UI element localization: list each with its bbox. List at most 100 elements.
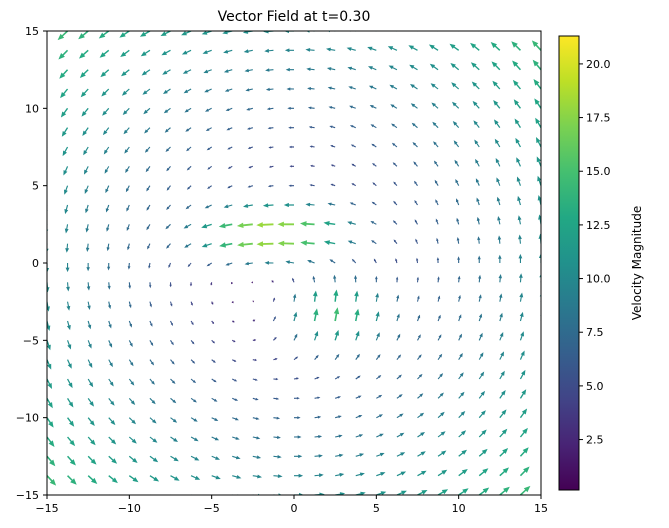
vector-arrow [86,263,90,272]
vector-arrow [538,214,541,225]
vector-arrow [252,474,262,479]
vector-arrow [498,254,502,263]
vector-arrow [186,146,192,152]
vector-arrow [294,473,304,478]
vector-arrow [81,107,89,117]
vector-arrow [203,69,212,74]
vector-arrow [273,474,283,478]
vector-arrow [47,378,52,389]
vector-arrow [335,472,345,477]
vector-arrow [432,121,439,129]
vector-arrow [183,88,192,94]
vector-arrow [512,60,521,71]
vector-arrow [349,105,356,109]
vector-arrow [335,453,344,458]
vector-arrow [537,175,541,186]
vector-arrow [475,158,480,167]
vector-arrow [333,307,340,322]
colorbar-gradient [559,36,579,490]
vector-arrow [128,475,139,483]
vector-arrow [452,121,460,128]
vector-arrow [396,354,402,360]
vector-arrow [67,378,73,389]
x-tick-label: −15 [35,502,58,515]
vector-arrow [437,353,443,360]
vector-arrow [119,31,130,38]
vector-arrow [108,398,115,406]
vector-arrow [391,123,398,129]
vector-arrow [335,415,342,419]
vector-arrow [273,337,277,341]
vector-arrow [305,202,315,207]
vector-arrow [292,277,295,283]
vector-arrow [108,359,113,368]
vector-arrow [323,240,336,245]
vector-arrow [437,295,441,302]
vector-arrow [87,340,92,349]
vector-arrow [285,67,294,72]
vector-arrow [478,390,486,399]
vector-arrow [100,69,110,78]
y-tick-label: −5 [23,334,39,347]
vector-arrow [223,204,233,209]
vector-arrow [457,275,461,283]
vector-arrow [456,237,460,244]
vector-arrow [244,261,253,266]
vector-arrow [294,435,302,439]
vector-arrow [87,378,94,388]
vector-arrow [452,101,460,109]
vector-arrow [211,417,219,421]
vector-arrow [227,165,233,169]
vector-arrow [375,311,380,322]
vector-arrow [335,434,343,438]
vector-arrow [539,31,541,32]
vector-arrow [433,141,439,148]
vector-arrow [263,31,274,34]
vector-arrow [47,398,53,409]
vector-arrow [98,31,110,39]
vector-arrow [470,42,480,51]
vector-arrow [408,45,418,51]
vector-arrow [149,397,156,405]
vector-arrow [451,82,460,90]
vector-arrow [146,204,151,211]
vector-arrow [251,281,253,284]
vector-arrow [63,166,69,176]
vector-arrow [355,472,365,477]
vector-arrow [125,185,130,193]
vector-arrow [190,340,195,345]
vector-arrow [64,204,69,215]
vector-arrow [498,293,503,302]
vector-arrow [166,185,171,191]
vector-arrow [458,469,468,477]
x-tick-label: −5 [204,502,220,515]
vector-arrow [538,233,541,244]
vector-arrow [226,127,233,131]
vector-arrow [472,100,480,109]
y-tick-label: 5 [32,180,39,193]
vector-arrow [222,31,233,35]
vector-arrow [307,260,315,264]
vector-arrow [368,66,377,71]
y-tick-label: 0 [32,257,39,270]
vector-arrow [232,339,236,343]
vector-arrow [393,239,398,244]
vector-arrow [458,314,462,322]
vector-arrow [396,432,405,438]
vector-arrow [414,219,418,225]
vector-arrow [437,276,440,283]
vector-arrow [355,453,365,457]
colorbar-tick-label: 17.5 [586,112,611,125]
vector-arrow [346,47,356,51]
vector-arrow [477,31,480,32]
vector-arrow [518,273,523,283]
vector-arrow [184,107,192,113]
vector-arrow [120,49,130,57]
vector-arrow [256,222,274,228]
vector-arrow [210,282,213,286]
vector-arrow [102,127,110,136]
vector-arrow [47,69,48,71]
vector-arrow [533,79,541,90]
vector-arrow [355,415,363,419]
vector-arrow [88,494,90,495]
